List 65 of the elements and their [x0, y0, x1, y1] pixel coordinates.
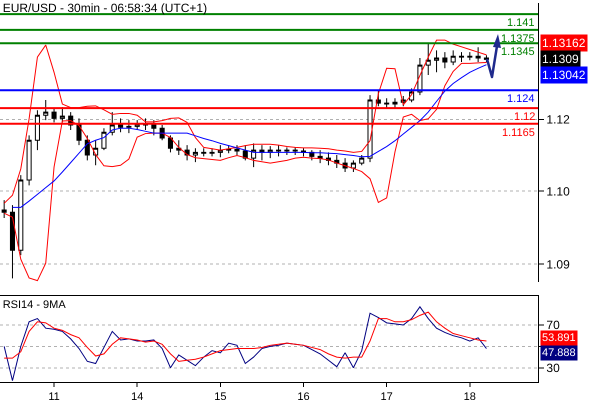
- candlestick: [76, 118, 82, 146]
- candlestick: [292, 146, 298, 156]
- ref-line-label: 1.1375: [501, 33, 535, 45]
- candlestick: [151, 120, 156, 136]
- candlestick: [284, 146, 290, 156]
- candlestick: [52, 108, 57, 123]
- x-tick-label: 16: [297, 391, 310, 400]
- candlestick: [442, 52, 448, 69]
- candlestick: [276, 144, 282, 157]
- x-tick-label: 14: [131, 391, 144, 400]
- candlestick: [334, 154, 340, 168]
- candlestick: [118, 118, 124, 133]
- candlestick: [126, 120, 132, 134]
- candlestick: [168, 134, 173, 153]
- candlestick: [60, 106, 65, 123]
- candlestick: [218, 144, 223, 158]
- candlestick: [450, 50, 456, 66]
- candlestick: [350, 160, 356, 173]
- y-tick-label: 1.10: [546, 184, 570, 198]
- ref-line-label: 1.141: [507, 17, 535, 29]
- y-tick-label: 1.09: [546, 257, 570, 272]
- x-tick-label: 11: [48, 391, 60, 400]
- text: 1.1309: [542, 52, 580, 66]
- ref-line-label: 1.1165: [502, 127, 535, 139]
- candlestick: [18, 174, 24, 256]
- candlestick: [458, 52, 464, 63]
- candlestick: [43, 100, 48, 121]
- candlestick: [210, 148, 215, 157]
- candlestick: [10, 204, 16, 279]
- candlestick: [384, 98, 390, 109]
- chart-title: RSI14 - 9MA: [2, 298, 66, 311]
- candlestick: [101, 128, 106, 151]
- candlestick: [426, 42, 431, 76]
- ref-line-label: 1.12: [514, 111, 536, 123]
- candlestick: [34, 110, 40, 151]
- candlestick: [259, 144, 264, 161]
- ref-line-label: 1.1345: [501, 46, 535, 58]
- y-tick-label: 30: [546, 360, 560, 375]
- candlestick: [26, 134, 32, 186]
- candlestick: [234, 144, 240, 156]
- text: 1.13042: [542, 68, 586, 82]
- y-tick-label: 70: [546, 318, 560, 332]
- candlestick: [251, 142, 256, 168]
- candlestick: [268, 146, 273, 159]
- candlestick: [359, 154, 364, 166]
- candlestick: [476, 46, 481, 63]
- text: 1.13162: [542, 36, 586, 50]
- candlestick: [192, 148, 198, 163]
- candlestick: [434, 50, 440, 73]
- y-tick-label: 1.12: [546, 112, 570, 126]
- x-tick-label: 15: [214, 391, 226, 400]
- candlestick: [467, 52, 472, 61]
- candlestick: [93, 140, 98, 166]
- candlestick: [392, 98, 398, 109]
- candlestick: [2, 200, 7, 219]
- candlestick: [176, 140, 182, 156]
- candlestick: [201, 148, 206, 157]
- x-tick-label: 18: [464, 391, 476, 400]
- line-series: [4, 312, 487, 362]
- chart-title: EUR/USD - 30min - 06:58:34 (UTC+1): [2, 1, 208, 16]
- x-tick-label: 17: [380, 391, 393, 400]
- candlestick: [318, 150, 323, 164]
- ref-line-label: 1.124: [507, 93, 535, 105]
- text: 47.888: [542, 347, 576, 359]
- text: 53.891: [542, 332, 576, 344]
